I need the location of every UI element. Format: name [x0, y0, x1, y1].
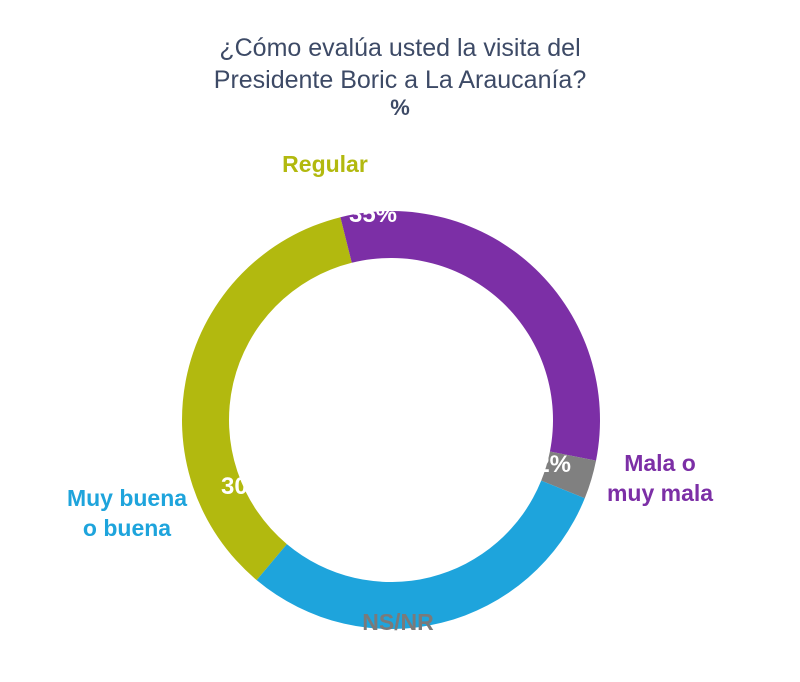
slice-mala-o-muy-mala: [340, 211, 600, 461]
value-label-muy-buena-o-buena: 30%: [221, 473, 269, 500]
value-label-ns-nr: 3%: [381, 555, 416, 582]
chart-title-line-1: ¿Cómo evalúa usted la visita del: [219, 34, 581, 62]
slice-ns-nr: [541, 451, 597, 499]
category-label-muy-buena-o-buena: Muy buena o buena: [67, 485, 187, 541]
value-label-regular: 35%: [349, 201, 397, 228]
chart-unit: %: [390, 95, 410, 120]
slice-regular: [182, 217, 352, 581]
category-label-ns-nr: NS/NR: [362, 609, 434, 635]
category-label-regular: Regular: [282, 151, 368, 177]
category-label-mala-o-muy-mala: Mala o muy mala: [607, 450, 713, 506]
value-label-mala-o-muy-mala: 32%: [523, 451, 571, 478]
chart-title-line-2: Presidente Boric a La Araucanía?: [213, 66, 587, 94]
slice-muy-buena-o-buena: [256, 480, 585, 629]
